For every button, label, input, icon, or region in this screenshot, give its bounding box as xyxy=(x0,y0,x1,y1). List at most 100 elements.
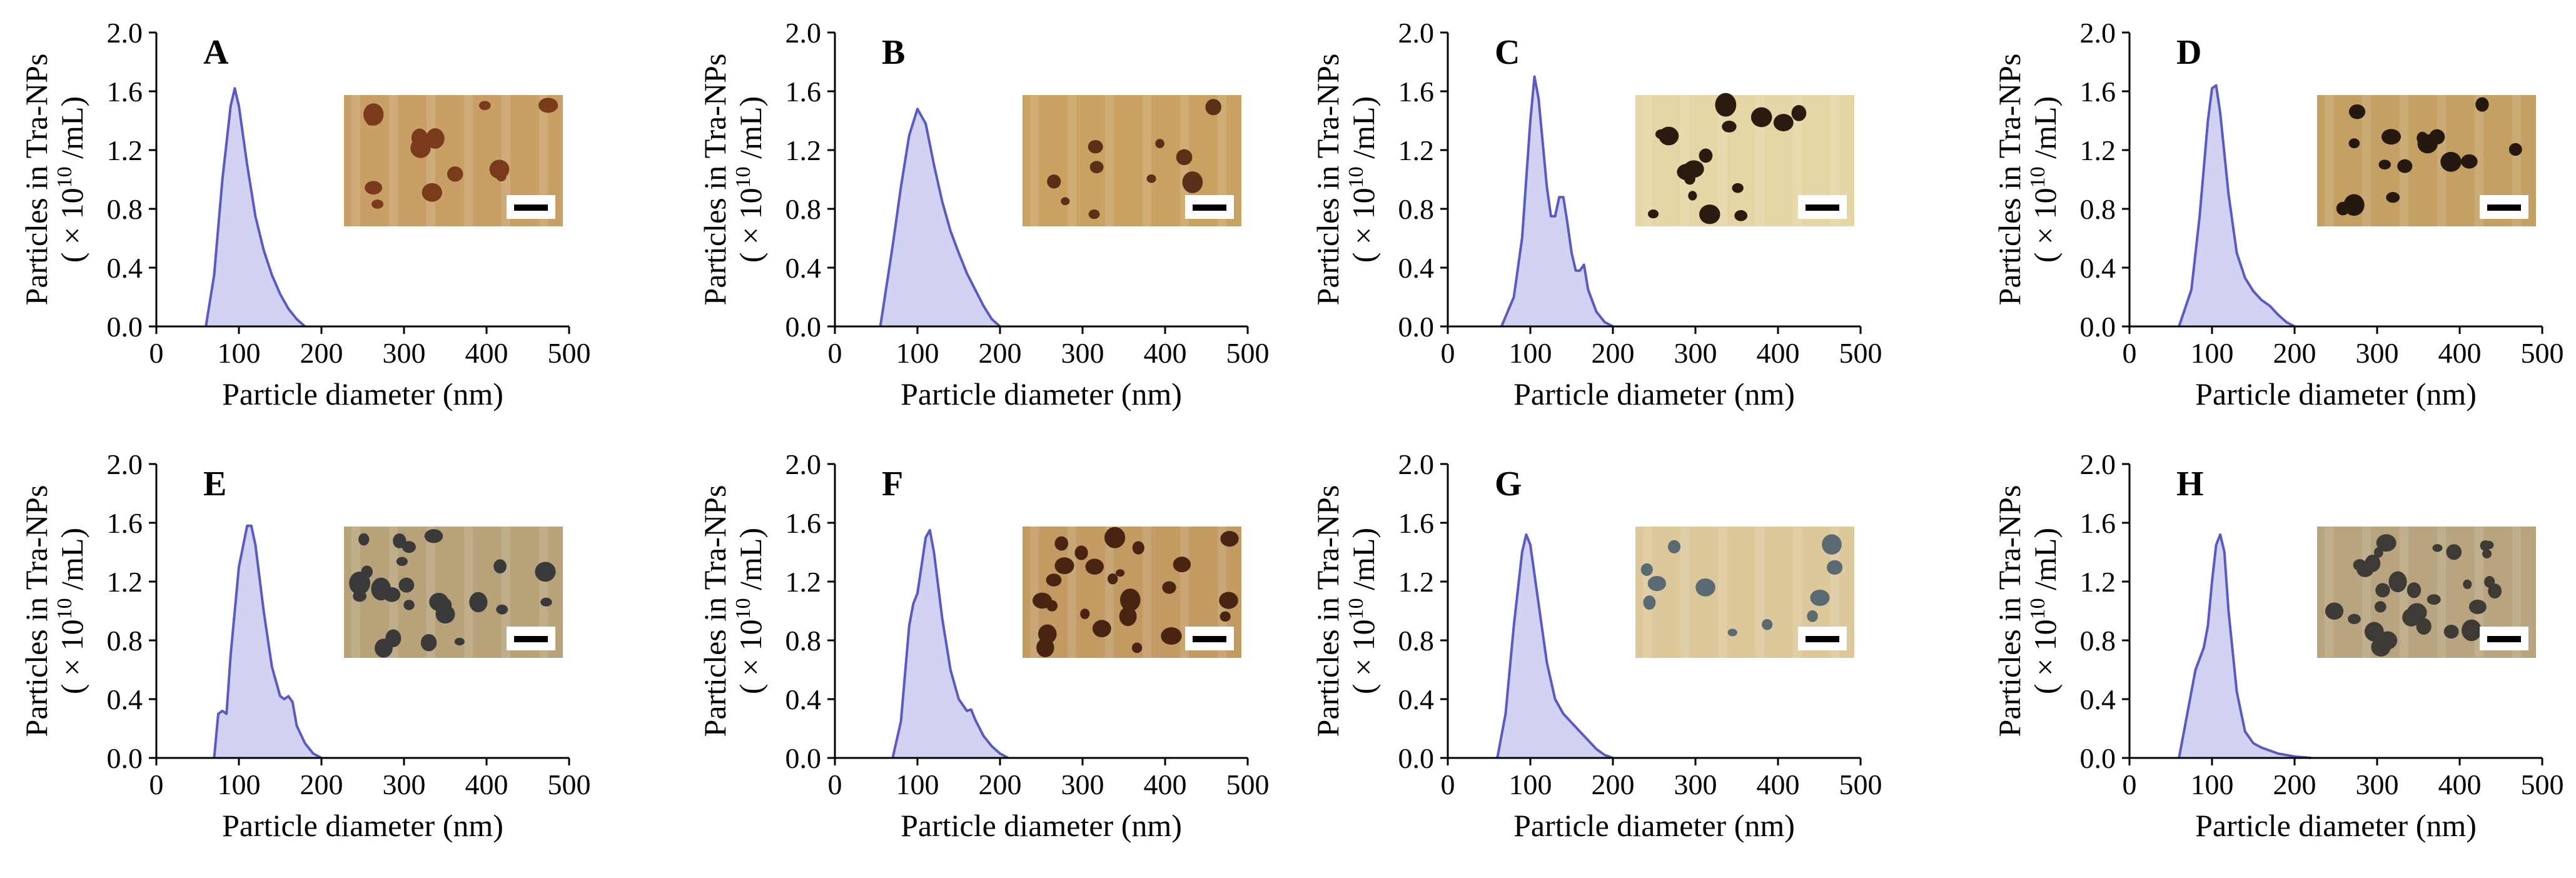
inset-particle xyxy=(1061,197,1069,205)
x-tick-label: 200 xyxy=(979,769,1022,800)
inset-streak xyxy=(427,95,435,226)
inset-particle xyxy=(2417,618,2432,635)
inset-particle xyxy=(2427,594,2441,605)
inset-particle xyxy=(538,98,558,113)
inset-particle xyxy=(2382,129,2401,144)
inset-streak xyxy=(1030,95,1039,226)
y-unit-prefix: ( × 10 xyxy=(733,188,768,263)
y-axis-unit: ( × 1010 /mL) xyxy=(2026,96,2063,263)
y-unit-suffix: /mL) xyxy=(2028,96,2063,166)
afm-inset-image xyxy=(1635,93,1854,226)
y-axis-unit: ( × 1010 /mL) xyxy=(732,96,769,263)
y-tick-label: 0.0 xyxy=(1398,311,1435,343)
inset-streak xyxy=(1030,527,1039,658)
x-tick-label: 200 xyxy=(1592,337,1635,369)
x-tick-label: 0 xyxy=(149,337,164,369)
y-tick-label: 1.2 xyxy=(785,566,822,598)
y-tick-label: 0.0 xyxy=(107,742,143,774)
inset-particle xyxy=(493,559,507,573)
scale-bar xyxy=(1193,204,1226,211)
inset-particle xyxy=(1176,149,1193,165)
y-unit-prefix: ( × 10 xyxy=(2028,619,2063,694)
panel-e: 0 100 200 300 400 5000.00.40.81.21.62.0Partic… xyxy=(19,448,591,843)
inset-particle xyxy=(1074,545,1088,560)
distribution-area xyxy=(2179,535,2311,758)
y-tick-label: 0.8 xyxy=(107,625,143,657)
x-axis-title: Particle diameter (nm) xyxy=(2195,376,2477,411)
x-tick-label: 0 xyxy=(1441,769,1455,800)
inset-streak xyxy=(2400,527,2408,658)
inset-particle xyxy=(1155,139,1164,148)
y-tick-label: 2.0 xyxy=(2080,17,2116,49)
y-tick-label: 1.6 xyxy=(2080,507,2116,539)
inset-particle xyxy=(497,172,507,181)
y-tick-label: 1.6 xyxy=(785,76,822,108)
y-axis-unit: ( × 1010 /mL) xyxy=(53,528,90,694)
x-tick-label: 500 xyxy=(2521,769,2564,800)
distribution-area xyxy=(2179,86,2295,326)
x-tick-label: 0 xyxy=(828,769,842,800)
x-tick-label: 300 xyxy=(2356,337,2399,369)
x-tick-label: 200 xyxy=(2273,769,2316,800)
inset-particle xyxy=(1655,129,1667,139)
x-tick-label: 500 xyxy=(548,337,591,369)
x-axis-title: Particle diameter (nm) xyxy=(901,808,1182,843)
y-axis-title: Particles in Tra-NPs xyxy=(697,54,732,306)
x-tick-label: 400 xyxy=(2438,337,2482,369)
scale-bar xyxy=(2487,636,2521,642)
x-tick-label: 500 xyxy=(1226,337,1270,369)
panel-c: 0 100 200 300 400 5000.00.40.81.21.62.0Partic… xyxy=(1310,17,1882,411)
inset-particle xyxy=(2440,152,2461,172)
y-tick-label: 1.6 xyxy=(2080,76,2116,108)
panel-label: F xyxy=(882,465,903,503)
inset-streak xyxy=(1643,95,1652,226)
inset-particle xyxy=(1116,569,1124,577)
x-tick-label: 500 xyxy=(548,769,591,800)
inset-particle xyxy=(1641,563,1653,576)
inset-particle xyxy=(1089,209,1100,219)
panel-label: H xyxy=(2176,465,2204,503)
inset-particle xyxy=(2348,614,2361,624)
afm-inset-image xyxy=(2317,95,2536,226)
y-axis-title: Particles in Tra-NPs xyxy=(1992,54,2027,306)
inset-particle xyxy=(1133,541,1144,554)
inset-particle xyxy=(2469,600,2487,614)
y-tick-label: 0.4 xyxy=(785,684,822,715)
y-unit-exponent: 10 xyxy=(1345,166,1368,188)
y-axis-unit: ( × 1010 /mL) xyxy=(53,96,90,263)
y-tick-label: 0.8 xyxy=(1398,193,1435,225)
x-axis-title: Particle diameter (nm) xyxy=(1513,808,1795,843)
inset-particle xyxy=(1807,610,1817,622)
y-tick-label: 1.6 xyxy=(785,507,822,539)
inset-particle xyxy=(1827,560,1842,575)
y-tick-label: 1.2 xyxy=(785,134,822,166)
y-tick-label: 2.0 xyxy=(107,448,143,480)
panel-label: C xyxy=(1495,33,1520,72)
inset-particle xyxy=(1684,173,1695,184)
x-tick-label: 300 xyxy=(1061,769,1104,800)
panel-h: 0 100 200 300 400 5000.00.40.81.21.62.0Partic… xyxy=(1992,448,2564,843)
inset-particle xyxy=(371,199,383,209)
y-tick-label: 1.2 xyxy=(107,566,143,598)
panel-label: B xyxy=(882,33,905,72)
x-axis-title: Particle diameter (nm) xyxy=(2195,808,2477,843)
y-unit-exponent: 10 xyxy=(732,166,755,188)
afm-inset-image xyxy=(344,527,563,658)
inset-streak xyxy=(1755,527,1764,658)
inset-particle xyxy=(410,138,430,158)
inset-particle xyxy=(479,101,491,110)
inset-particle xyxy=(1734,210,1747,221)
x-tick-label: 400 xyxy=(1144,769,1187,800)
y-tick-label: 0.4 xyxy=(785,252,822,284)
y-tick-label: 0.4 xyxy=(107,252,143,284)
x-tick-label: 100 xyxy=(1509,337,1552,369)
x-tick-label: 300 xyxy=(1674,337,1717,369)
panel-g: 0 100 200 300 400 5000.00.40.81.21.62.0Partic… xyxy=(1310,448,1882,843)
y-axis-title: Particles in Tra-NPs xyxy=(697,485,732,737)
inset-particle xyxy=(1108,573,1118,584)
y-tick-label: 2.0 xyxy=(1398,448,1435,480)
x-tick-label: 400 xyxy=(465,337,508,369)
inset-particle xyxy=(1822,534,1842,554)
inset-particle xyxy=(1182,171,1203,193)
inset-particle xyxy=(436,605,455,623)
